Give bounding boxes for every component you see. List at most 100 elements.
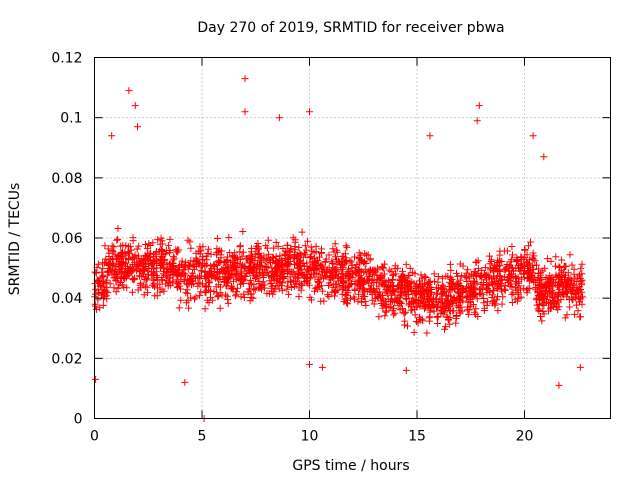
- data-point: [142, 273, 149, 281]
- data-point: [142, 276, 150, 284]
- data-point: [464, 266, 472, 274]
- data-point: [552, 253, 560, 261]
- data-point: [438, 274, 446, 282]
- data-point: [370, 287, 378, 295]
- data-point: [434, 298, 442, 306]
- data-point: [192, 293, 200, 301]
- data-point: [187, 257, 195, 265]
- data-point: [214, 248, 222, 256]
- data-point: [404, 322, 411, 330]
- data-point: [567, 287, 575, 295]
- data-point: [411, 270, 419, 278]
- data-point: [92, 375, 100, 383]
- data-point: [508, 243, 516, 250]
- data-point: [494, 293, 501, 301]
- data-point: [197, 247, 205, 255]
- data-point: [207, 250, 215, 258]
- data-point: [311, 254, 319, 262]
- data-point: [108, 132, 116, 140]
- data-point: [269, 253, 277, 261]
- data-point: [111, 273, 119, 281]
- data-point: [306, 293, 314, 301]
- data-point: [259, 278, 267, 286]
- data-point: [577, 293, 585, 301]
- data-point: [154, 273, 161, 281]
- data-point: [425, 287, 433, 295]
- data-point: [129, 237, 137, 245]
- data-point: [576, 313, 584, 321]
- data-point: [149, 281, 156, 289]
- data-point: [529, 132, 537, 140]
- data-point: [296, 250, 304, 258]
- data-point: [239, 228, 247, 235]
- data-point: [236, 255, 244, 263]
- data-point: [513, 256, 521, 264]
- data-point: [546, 298, 554, 306]
- data-point: [134, 286, 142, 294]
- data-point: [556, 264, 564, 271]
- x-tick-label: 15: [408, 429, 426, 445]
- data-point: [113, 236, 121, 244]
- data-point: [154, 284, 161, 292]
- data-point: [393, 294, 401, 302]
- data-point: [379, 296, 387, 304]
- data-point: [411, 311, 419, 319]
- data-point: [104, 245, 112, 253]
- data-point: [461, 272, 469, 280]
- data-point: [134, 123, 141, 131]
- data-point: [291, 246, 299, 254]
- data-point: [225, 234, 233, 241]
- data-point: [173, 266, 181, 273]
- data-point: [463, 278, 471, 285]
- data-point: [289, 234, 297, 242]
- data-point: [462, 294, 470, 302]
- data-point: [325, 282, 332, 289]
- y-tick-label: 0.1: [60, 111, 82, 127]
- data-point: [346, 257, 354, 265]
- data-point: [540, 153, 548, 161]
- data-point: [487, 256, 495, 264]
- data-point: [232, 273, 240, 281]
- data-point: [432, 284, 440, 292]
- data-point: [183, 279, 191, 287]
- data-point: [373, 271, 381, 279]
- data-point: [127, 263, 135, 271]
- data-point: [416, 277, 423, 285]
- data-point: [106, 262, 114, 270]
- data-point: [570, 265, 578, 273]
- data-point: [249, 253, 257, 261]
- data-point: [246, 276, 254, 284]
- data-point: [294, 260, 301, 267]
- data-point: [231, 264, 239, 272]
- data-point: [184, 289, 192, 297]
- data-point: [319, 287, 327, 295]
- data-point: [284, 241, 292, 249]
- data-point: [102, 278, 110, 286]
- data-point: [498, 287, 506, 295]
- data-point: [555, 285, 563, 293]
- data-point: [530, 252, 538, 260]
- data-point: [420, 299, 428, 307]
- data-point: [92, 269, 100, 277]
- data-point: [156, 280, 164, 288]
- data-point: [543, 295, 551, 303]
- data-point: [258, 283, 265, 291]
- data-point: [291, 272, 299, 280]
- data-point: [123, 269, 131, 277]
- data-point: [238, 252, 246, 260]
- data-point: [100, 259, 108, 267]
- data-point: [342, 242, 350, 250]
- data-point: [430, 307, 438, 315]
- data-point: [258, 282, 266, 290]
- data-point: [465, 310, 473, 318]
- data-point: [112, 277, 120, 285]
- data-point: [328, 257, 336, 265]
- data-point: [387, 268, 395, 276]
- data-point: [230, 257, 238, 265]
- data-point: [390, 288, 398, 296]
- data-point: [459, 285, 467, 293]
- data-point: [359, 292, 367, 300]
- data-point: [322, 268, 330, 276]
- data-point: [563, 311, 571, 319]
- data-point: [159, 248, 167, 255]
